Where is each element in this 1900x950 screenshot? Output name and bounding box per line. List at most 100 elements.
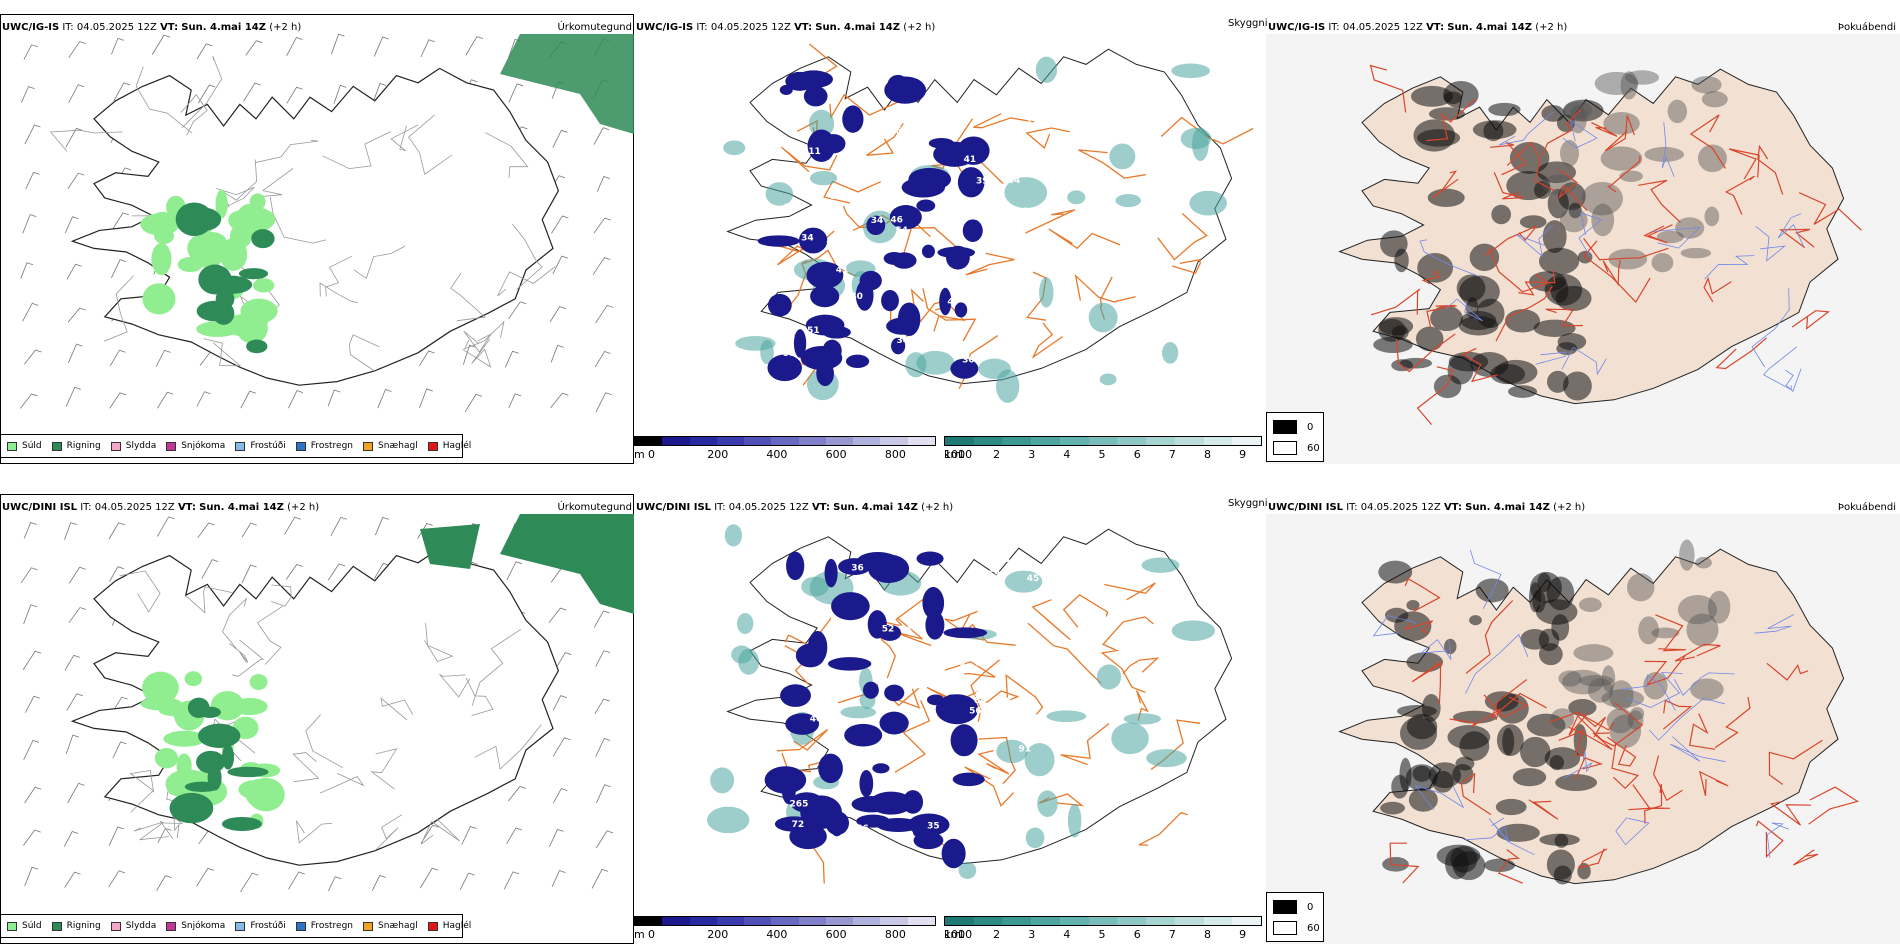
cloud-base-value: 40 bbox=[850, 292, 863, 302]
legend-label: Snjókoma bbox=[181, 921, 226, 931]
legend-label: Slydda bbox=[125, 921, 157, 931]
colorbar-tick: 4 bbox=[1063, 928, 1071, 941]
header-precip-1: UWC/IG-IS IT: 04.05.2025 12Z VT: Sun. 4.… bbox=[2, 22, 302, 33]
cloud-base-value: 34 bbox=[801, 233, 814, 243]
colorbar-tick: 3 bbox=[1028, 928, 1036, 941]
legend-swatch-black bbox=[1273, 420, 1297, 434]
cloud-panel-2: 74 79 52 56 59 72 39 45 69 47 39 36 35 32 35 38 30 31 82 36… bbox=[634, 494, 1266, 944]
colorbar-tick: 5 bbox=[1098, 448, 1106, 461]
cloud-base-value: 30 bbox=[962, 355, 975, 365]
cloud-base-value: 59 bbox=[988, 570, 1001, 580]
precip-panel-1: Súld Rigning Slydda Snjókoma Frostúði Frostre… bbox=[0, 14, 634, 464]
cloud-base-value: 12 bbox=[1026, 117, 1039, 127]
colorbar-tick: 800 bbox=[884, 448, 906, 461]
legend-item: Súld bbox=[7, 441, 42, 451]
precip-panel-2: Súld Rigning Slydda Snjókoma Frostúði Frostre… bbox=[0, 494, 634, 944]
legend-swatch bbox=[51, 441, 62, 451]
colorbar-tick: 2 bbox=[993, 448, 1001, 461]
precip-frame bbox=[0, 494, 634, 944]
legend-label: Snæhagl bbox=[378, 441, 418, 451]
colorbar bbox=[944, 916, 1262, 926]
visibility-title-1: Þokuábendi bbox=[1837, 22, 1896, 33]
colorbar-tick: 200 bbox=[707, 448, 729, 461]
legend-item: Frostregn bbox=[295, 921, 354, 931]
legend-swatch bbox=[110, 921, 121, 931]
legend-item: Slydda bbox=[110, 441, 156, 451]
legend-label: Snæhagl bbox=[378, 921, 418, 931]
colorbar-tick: 400 bbox=[766, 448, 788, 461]
colorbar-tick: 800 bbox=[884, 928, 906, 941]
cloud-base-value: 35 bbox=[1023, 207, 1036, 217]
legend-item: Haglél bbox=[427, 921, 471, 931]
colorbar bbox=[634, 436, 936, 446]
cloud-base-value: 60 bbox=[822, 206, 835, 216]
colorbar-tick: 1 bbox=[958, 928, 965, 941]
cloud-base-value: 84 bbox=[974, 696, 987, 706]
header-visibility-1: UWC/IG-IS IT: 04.05.2025 12Z VT: Sun. 4.… bbox=[1268, 22, 1568, 33]
legend-item: Rigning bbox=[51, 441, 101, 451]
legend-label: Haglél bbox=[442, 441, 472, 451]
cloud-base-value: 31 bbox=[800, 754, 813, 764]
cloud-base-value: 54 bbox=[895, 226, 908, 236]
colorbar-tick: 6 bbox=[1133, 448, 1141, 461]
cloud-base-value: 103 bbox=[1004, 664, 1023, 674]
legend-item: Snjókoma bbox=[166, 921, 225, 931]
colorbar-tick: 8 bbox=[1203, 928, 1211, 941]
cloud-base-value: 56 bbox=[969, 706, 982, 716]
legend-label: Snjókoma bbox=[181, 441, 226, 451]
visibility-legend-1: 0 60 bbox=[1266, 412, 1324, 462]
colorbar bbox=[634, 916, 936, 926]
legend-item: Snæhagl bbox=[363, 921, 418, 931]
cloud-base-value: 47 bbox=[947, 298, 960, 308]
precip-map bbox=[20, 514, 634, 893]
visibility-legend-2: 0 60 bbox=[1266, 892, 1324, 942]
cloud-base-value: 35 bbox=[997, 555, 1010, 565]
colorbar-tick: 200 bbox=[707, 928, 729, 941]
cloud-colorbar-2: m02004006008001000km12345678910 bbox=[634, 916, 1288, 944]
colorbar-tick: 7 bbox=[1168, 928, 1176, 941]
cloud-base-value: 69 bbox=[1007, 665, 1020, 675]
header-precip-2: UWC/DINI ISL IT: 04.05.2025 12Z VT: Sun.… bbox=[2, 502, 320, 513]
legend-swatch bbox=[363, 441, 374, 451]
cloud-base-value: 37 bbox=[970, 283, 983, 293]
cloud-base-value: 30 bbox=[878, 665, 891, 675]
cloud-base-value: 40 bbox=[973, 298, 986, 308]
colorbar-tick: 7 bbox=[1168, 448, 1176, 461]
legend-swatch bbox=[235, 441, 246, 451]
legend-item: Frostúði bbox=[235, 441, 286, 451]
colorbar-tick: 8 bbox=[1203, 448, 1211, 461]
visibility-map bbox=[1266, 514, 1900, 944]
legend-label: Frostregn bbox=[310, 921, 354, 931]
colorbar-tick: 9 bbox=[1239, 448, 1247, 461]
legend-item: Rigning bbox=[51, 921, 101, 931]
visibility-title-2: Þokuábendi bbox=[1837, 502, 1896, 513]
header-visibility-2: UWC/DINI ISL IT: 04.05.2025 12Z VT: Sun.… bbox=[1268, 502, 1586, 513]
colorbar-tick: 4 bbox=[1063, 448, 1071, 461]
cloud-base-value: 42 bbox=[889, 192, 902, 202]
cloud-base-value: 39 bbox=[976, 177, 989, 187]
rain-area-ne bbox=[500, 34, 634, 134]
precip-title-2: Úrkomutegund bbox=[557, 502, 632, 513]
legend-swatch bbox=[166, 441, 177, 451]
colorbar-tick: 1000 bbox=[944, 448, 973, 461]
visibility-side-label-1: Skyggni bbox=[1228, 18, 1268, 29]
cloud-base-value: 36 bbox=[856, 824, 869, 834]
legend-swatch bbox=[235, 921, 246, 931]
visibility-map bbox=[1266, 34, 1900, 464]
legend-label: Rigning bbox=[66, 921, 101, 931]
colorbar-tick: 9 bbox=[1239, 928, 1247, 941]
colorbar-unit: m bbox=[634, 928, 645, 941]
legend-swatch bbox=[295, 441, 306, 451]
colorbar-unit: km bbox=[944, 928, 962, 941]
cloud-base-value: 113 bbox=[784, 203, 803, 213]
cloud-base-value: 60 bbox=[782, 349, 795, 359]
cloud-base-value: 72 bbox=[792, 820, 805, 830]
legend-swatch-white bbox=[1273, 441, 1297, 455]
cloud-base-value: 111 bbox=[1008, 242, 1027, 252]
legend-swatch-black bbox=[1273, 900, 1297, 914]
legend-swatch bbox=[166, 921, 177, 931]
legend-swatch bbox=[110, 441, 121, 451]
legend-item: Snjókoma bbox=[166, 441, 225, 451]
colorbar-tick: 600 bbox=[825, 928, 847, 941]
